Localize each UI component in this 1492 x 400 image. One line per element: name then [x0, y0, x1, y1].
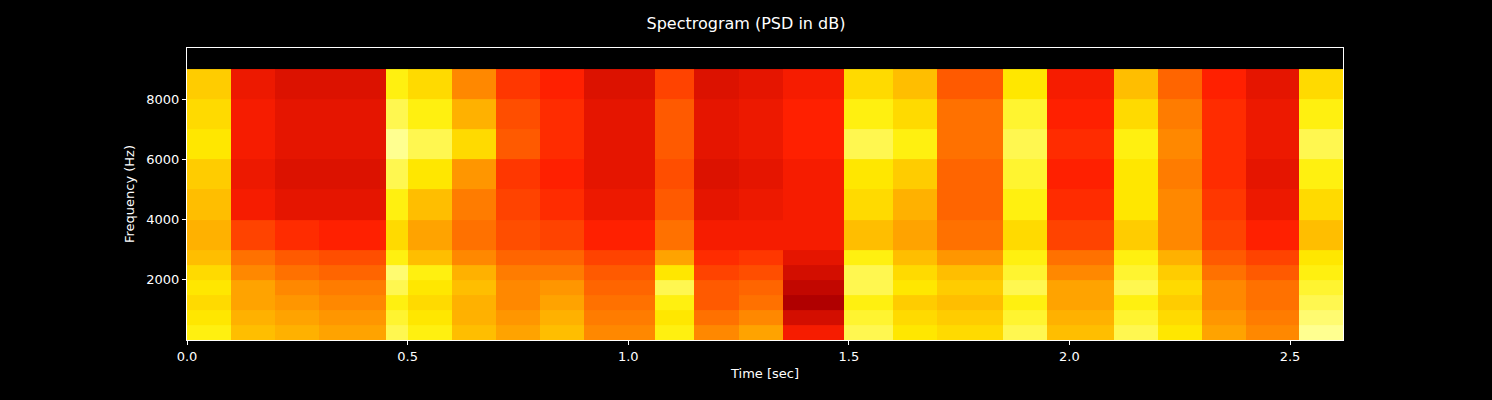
svg-text:2.5: 2.5 [1280, 349, 1301, 364]
svg-text:6000: 6000 [146, 152, 179, 167]
svg-text:0.5: 0.5 [397, 349, 418, 364]
svg-text:Frequency (Hz): Frequency (Hz) [122, 145, 137, 243]
svg-text:1.5: 1.5 [838, 349, 859, 364]
svg-text:Time [sec]: Time [sec] [730, 366, 799, 381]
svg-text:Spectrogram (PSD in dB): Spectrogram (PSD in dB) [647, 14, 846, 33]
svg-text:0.0: 0.0 [177, 349, 198, 364]
svg-text:4000: 4000 [146, 212, 179, 227]
svg-text:2000: 2000 [146, 272, 179, 287]
svg-text:2.0: 2.0 [1059, 349, 1080, 364]
svg-text:1.0: 1.0 [618, 349, 639, 364]
svg-text:8000: 8000 [146, 92, 179, 107]
